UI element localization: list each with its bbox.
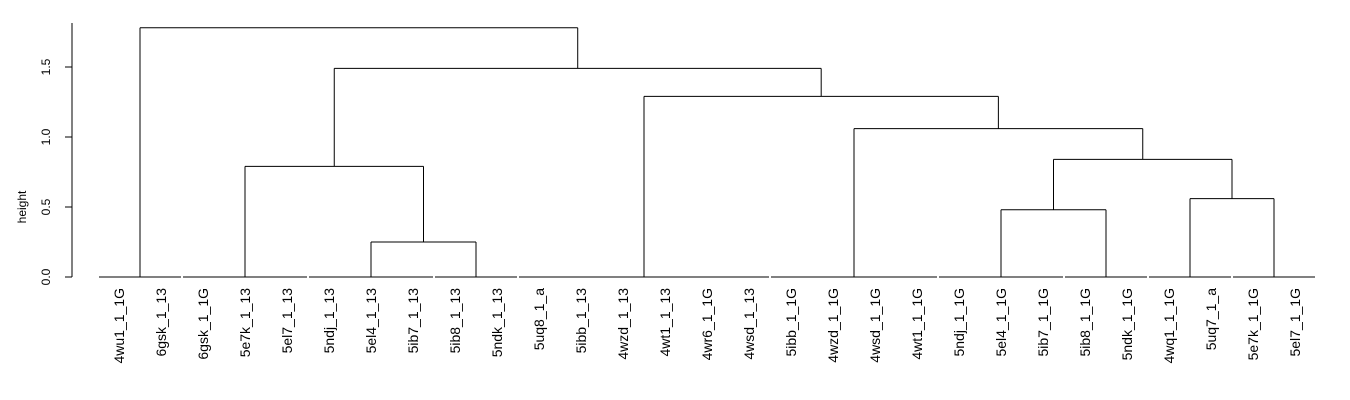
leaf-label: 4wq1_1_1G (1161, 288, 1177, 364)
leaf-label: 4wt1_1_1G (909, 288, 925, 360)
leaf-label: 5ndj_1_1G (951, 288, 967, 357)
leaf-label: 4wt1_1_13 (657, 288, 673, 357)
leaf-label: 5el7_1_1G (1287, 288, 1303, 357)
leaf-label: 5ndj_1_13 (321, 288, 337, 354)
leaf-label: 4wzd_1_1G (825, 288, 841, 363)
leaf-label: 5ndk_1_1G (1119, 288, 1135, 360)
leaf-label: 6gsk_1_13 (153, 288, 169, 357)
leaf-label: 5ibb_1_13 (573, 288, 589, 354)
dendrogram-links (99, 27, 1315, 278)
leaf-labels: 4wu1_1_1G 6gsk_1_13 6gsk_1_1G 5e7k_1_13 5el7… (111, 288, 1303, 364)
y-tick-label: 1.0 (39, 128, 53, 145)
leaf-label: 5ib8_1_13 (447, 288, 463, 354)
leaf-label: 5ndk_1_13 (489, 288, 505, 358)
leaf-label: 5uq8_1_a (531, 288, 547, 351)
leaf-label: 5el4_1_1G (993, 288, 1009, 357)
leaf-label: 6gsk_1_1G (195, 288, 211, 360)
leaf-label: 5ib7_1_13 (405, 288, 421, 354)
leaf-label: 4wsd_1_13 (741, 288, 757, 360)
leaf-label: 4wr6_1_1G (699, 288, 715, 360)
y-axis-label: height (15, 190, 29, 223)
leaf-label: 5ib8_1_1G (1077, 288, 1093, 357)
leaf-label: 5uq7_1_a (1203, 288, 1219, 351)
leaf-label: 4wzd_1_13 (615, 288, 631, 360)
leaf-label: 5el4_1_13 (363, 288, 379, 354)
leaf-label: 4wsd_1_1G (867, 288, 883, 363)
y-tick-label: 1.5 (39, 58, 53, 75)
y-tick-label: 0.5 (39, 198, 53, 215)
leaf-label: 5el7_1_13 (279, 288, 295, 354)
y-tick-label: 0.0 (39, 268, 53, 285)
leaf-label: 5e7k_1_1G (1245, 288, 1261, 360)
leaf-label: 4wu1_1_1G (111, 288, 127, 364)
leaf-label: 5ibb_1_1G (783, 288, 799, 357)
y-axis: 0.0 0.5 1.0 1.5 (39, 23, 73, 285)
leaf-label: 5ib7_1_1G (1035, 288, 1051, 357)
leaf-label: 5e7k_1_13 (237, 288, 253, 358)
